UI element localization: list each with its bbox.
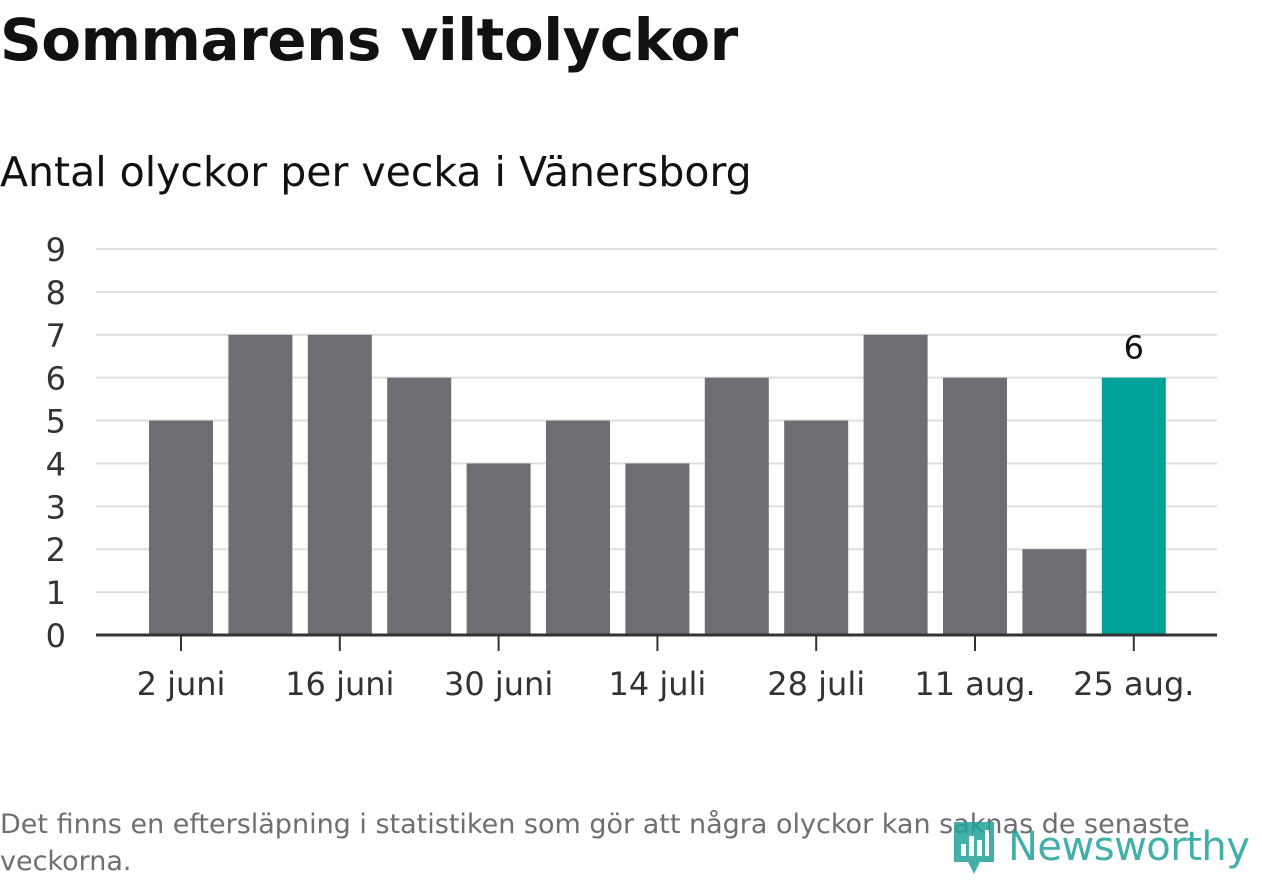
axes	[96, 633, 1217, 651]
labels: 0 1 2 3 4 5 6 7 8 9 2 juni 16 juni 30 juni 14 juli 28 …	[46, 231, 1195, 703]
x-tick-label: 14 juli	[608, 665, 706, 703]
y-tick-label: 8	[46, 274, 66, 312]
y-tick-label: 4	[46, 445, 66, 483]
chart-subtitle: Antal olyckor per vecka i Vänersborg	[0, 148, 752, 196]
y-tick-label: 3	[46, 488, 66, 526]
bar-chart: 0 1 2 3 4 5 6 7 8 9 2 juni 16 juni 30 juni 14 juli 28 …	[46, 231, 1217, 703]
chart-title: Sommarens viltolyckor	[0, 6, 738, 74]
bar-highlight	[1101, 377, 1166, 635]
bar	[149, 420, 213, 635]
x-tick-label: 28 juli	[767, 665, 865, 703]
x-tick-label: 16 juni	[285, 665, 394, 703]
bar	[863, 334, 928, 635]
bar	[625, 463, 690, 635]
x-tick-label: 25 aug.	[1073, 665, 1194, 703]
logo-text: Newsworthy	[1008, 824, 1250, 870]
bar	[943, 377, 1007, 635]
y-tick-label: 1	[46, 574, 66, 612]
bar	[704, 377, 769, 635]
data-label: 6	[1124, 329, 1144, 367]
bar	[784, 420, 849, 635]
y-tick-label: 6	[46, 360, 66, 398]
bar	[387, 377, 452, 635]
y-tick-label: 2	[46, 531, 66, 569]
bar	[466, 463, 531, 635]
newsworthy-logo: Newsworthy	[950, 816, 1250, 878]
newsworthy-logo-icon	[954, 822, 994, 874]
bar	[307, 334, 372, 635]
y-tick-label: 7	[46, 317, 66, 355]
bar	[546, 420, 610, 635]
x-tick-label: 30 juni	[444, 665, 553, 703]
y-tick-label: 5	[46, 403, 66, 441]
bar	[228, 334, 293, 635]
bar	[1022, 549, 1087, 635]
x-tick-label: 2 juni	[137, 665, 226, 703]
x-tick-label: 11 aug.	[914, 665, 1035, 703]
y-tick-label: 0	[46, 617, 66, 655]
bars	[149, 334, 1166, 635]
y-tick-label: 9	[46, 231, 66, 269]
